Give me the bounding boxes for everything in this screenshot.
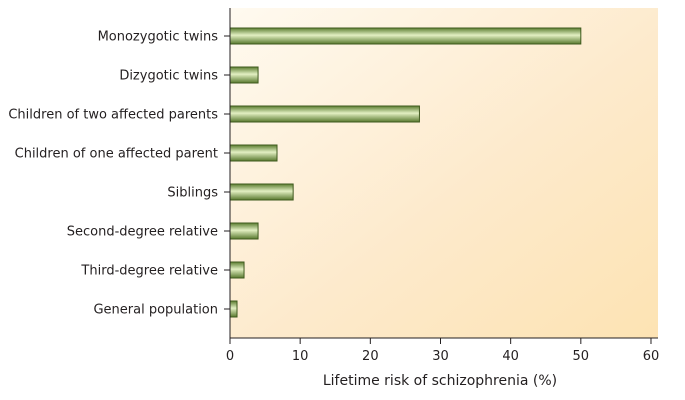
- category-label-5: Siblings: [167, 186, 218, 201]
- category-label-7: Third-degree relative: [80, 264, 218, 279]
- category-label-3: Children of two affected parents: [8, 108, 218, 123]
- category-label-2: Dizygotic twins: [119, 69, 218, 84]
- bar-2: [229, 66, 259, 84]
- category-labels: Monozygotic twins Dizygotic twins Children…: [8, 30, 218, 318]
- bars-layer: [229, 27, 582, 318]
- bar-5: [229, 183, 294, 201]
- x-tick-label-7: 60: [643, 349, 660, 364]
- bar-3: [229, 105, 420, 123]
- x-tick-label-4: 30: [432, 349, 449, 364]
- category-label-8: General population: [93, 303, 218, 318]
- bar-4: [229, 144, 278, 162]
- category-label-1: Monozygotic twins: [98, 30, 219, 45]
- y-axis-ticks: [224, 35, 230, 310]
- plot-background: [230, 8, 658, 338]
- x-axis-ticks: 0 10 20 30 40 50 60: [226, 338, 659, 364]
- x-tick-label-2: 10: [292, 349, 309, 364]
- category-label-6: Second-degree relative: [67, 225, 218, 240]
- bar-8: [229, 300, 238, 318]
- bar-1: [229, 27, 582, 45]
- bar-7: [229, 261, 245, 279]
- x-tick-label-5: 40: [502, 349, 519, 364]
- x-tick-label-6: 50: [573, 349, 590, 364]
- x-axis-title: Lifetime risk of schizophrenia (%): [323, 373, 557, 389]
- x-tick-label-1: 0: [226, 349, 234, 364]
- x-tick-label-3: 20: [362, 349, 379, 364]
- category-label-4: Children of one affected parent: [15, 147, 218, 162]
- bar-6: [229, 222, 259, 240]
